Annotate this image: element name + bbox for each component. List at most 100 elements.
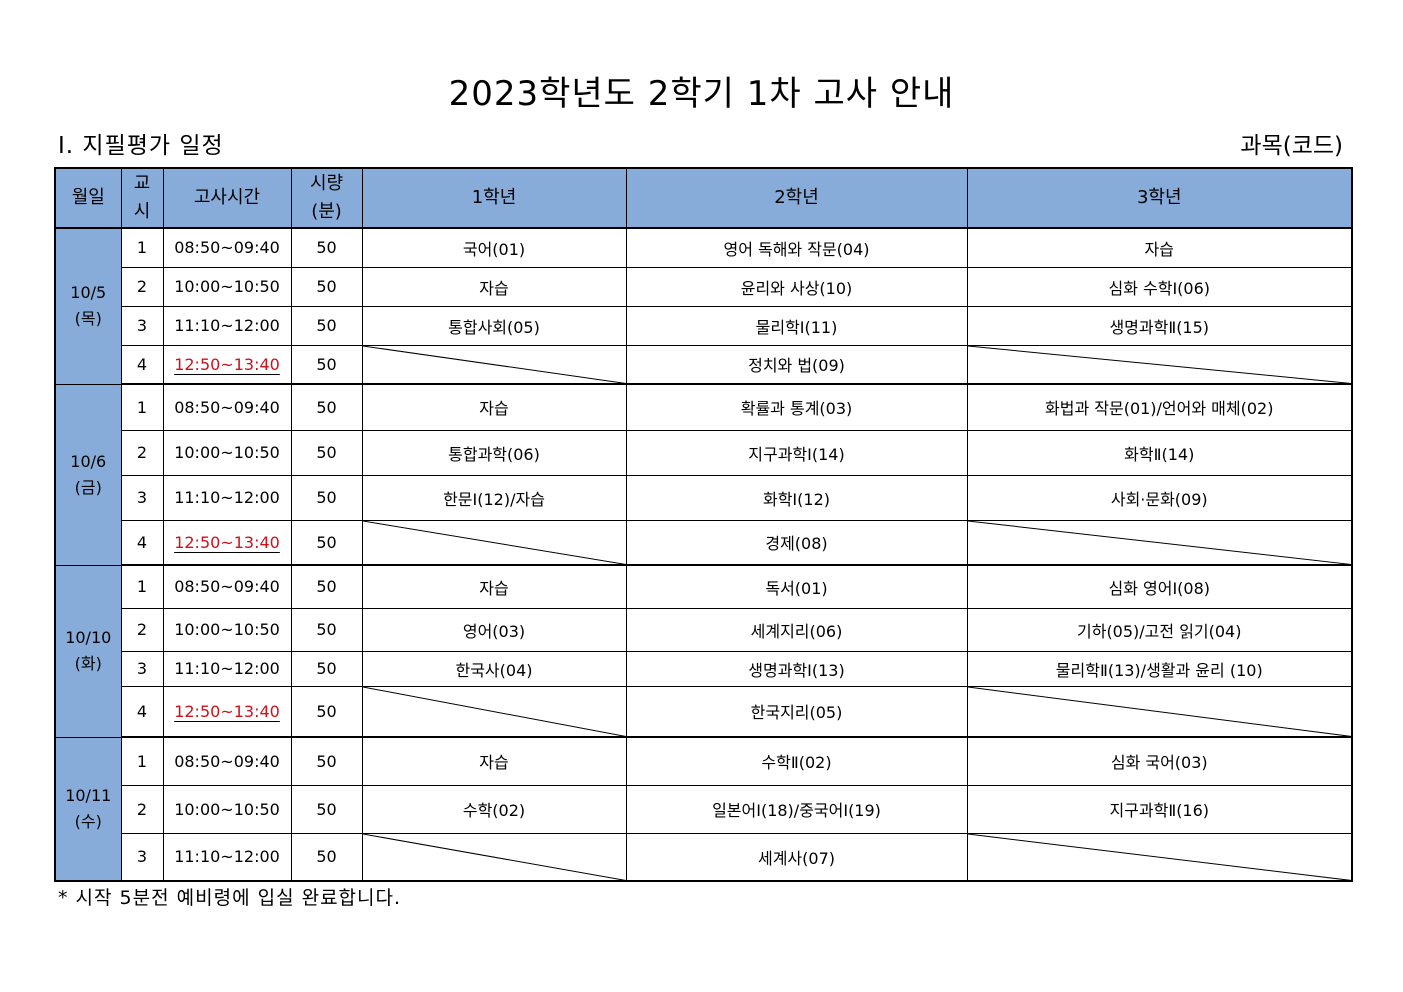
header-grade1: 1학년 (361, 167, 627, 229)
table-row: 10/6 (금) 1 08:50~09:40 50 자습 확률과 통계(03) 화법과 작문(… (54, 383, 1353, 566)
duration-cell: 50 (290, 383, 363, 431)
table-row: 2 10:00~10:50 50 영어(03) 세계지리(06) 기하(05)/고전 읽기… (55, 607, 1353, 652)
table-row: 2 10:00~10:50 50 수학(02) 일본어Ⅰ(18)/중국어Ⅰ(19) 지구과… (55, 784, 1353, 834)
table-row: 10/10 (화) 1 08:50~09:40 50 자습 독서(01) 심화 영어Ⅰ(08) (54, 564, 1353, 738)
period-cell: 1 (120, 736, 164, 786)
grade2-subject-cell: 독서(01) (625, 564, 968, 609)
diagonal-strike (363, 834, 626, 881)
period-cell: 4 (120, 344, 164, 385)
grade2-subject-cell: 화학Ⅰ(12) (625, 474, 968, 521)
period-cell: 4 (120, 685, 164, 738)
table-row: 10/11 (수) 1 08:50~09:40 50 자습 수학Ⅱ(02) 심화 국어(03) (54, 736, 1353, 882)
grade2-subject-cell: 영어 독해와 작문(04) (625, 227, 968, 268)
grade3-subject-cell: 기하(05)/고전 읽기(04) (966, 607, 1353, 652)
period-cell: 3 (120, 650, 164, 687)
period-cell: 2 (120, 607, 164, 652)
time-text: 08:50~09:40 (174, 238, 280, 258)
grade1-subject-cell: 자습 (361, 736, 627, 786)
header-time: 고사시간 (162, 167, 292, 229)
diagonal-strike (363, 687, 626, 737)
grade2-subject-cell: 한국지리(05) (625, 685, 968, 738)
time-cell: 08:50~09:40 (162, 564, 292, 609)
period-cell: 4 (120, 519, 164, 566)
grade2-subject-cell: 경제(08) (625, 519, 968, 566)
time-cell: 11:10~12:00 (162, 474, 292, 521)
duration-cell: 50 (290, 266, 363, 307)
period-cell: 3 (120, 305, 164, 346)
time-cell: 08:50~09:40 (162, 227, 292, 268)
time-cell: 11:10~12:00 (162, 650, 292, 687)
time-text: 12:50~13:40 (174, 701, 280, 721)
duration-cell: 50 (290, 305, 363, 346)
grade1-subject-cell: 자습 (361, 266, 627, 307)
duration-cell: 50 (290, 685, 363, 738)
date-cell: 10/6 (금) (54, 383, 122, 566)
grade1-subject-cell: 통합사회(05) (361, 305, 627, 346)
grade3-subject-cell: 지구과학Ⅱ(16) (966, 784, 1353, 834)
grade1-subject-cell: 수학(02) (361, 784, 627, 834)
period-cell: 3 (120, 474, 164, 521)
diagonal-strike (968, 346, 1352, 384)
time-text: 11:10~12:00 (174, 847, 280, 867)
grade2-subject-cell: 세계사(07) (625, 832, 968, 882)
diagonal-strike (968, 834, 1352, 881)
time-cell: 10:00~10:50 (162, 429, 292, 476)
time-cell: 10:00~10:50 (162, 607, 292, 652)
duration-cell: 50 (290, 784, 363, 834)
time-cell: 08:50~09:40 (162, 383, 292, 431)
grade1-subject-cell: 자습 (361, 564, 627, 609)
grade2-subject-cell: 확률과 통계(03) (625, 383, 968, 431)
grade2-subject-cell: 생명과학Ⅰ(13) (625, 650, 968, 687)
duration-cell: 50 (290, 607, 363, 652)
grade3-subject-cell: 심화 수학Ⅰ(06) (966, 266, 1353, 307)
diagonal-strike (968, 687, 1352, 737)
table-row: 3 11:10~12:00 50 한국사(04) 생명과학Ⅰ(13) 물리학Ⅱ(13)/생… (55, 650, 1353, 687)
header-date: 월일 (54, 167, 122, 229)
time-cell: 11:10~12:00 (162, 832, 292, 882)
grade2-subject-cell: 세계지리(06) (625, 607, 968, 652)
grade1-empty-cell (361, 685, 627, 738)
grade3-subject-cell: 물리학Ⅱ(13)/생활과 윤리 (10) (966, 650, 1353, 687)
duration-cell: 50 (290, 519, 363, 566)
table-row: 2 10:00~10:50 50 자습 윤리와 사상(10) 심화 수학Ⅰ(06) (55, 266, 1353, 307)
table-row: 3 11:10~12:00 50 세계사(07) (55, 832, 1353, 882)
grade2-subject-cell: 정치와 법(09) (625, 344, 968, 385)
date-cell: 10/5 (목) (54, 227, 122, 385)
header-grade2: 2학년 (625, 167, 968, 229)
diagonal-strike (363, 346, 626, 384)
grade2-subject-cell: 지구과학Ⅰ(14) (625, 429, 968, 476)
grade2-subject-cell: 일본어Ⅰ(18)/중국어Ⅰ(19) (625, 784, 968, 834)
unit-label: 과목(코드) (1240, 133, 1343, 159)
time-cell: 12:50~13:40 (162, 344, 292, 385)
diagonal-strike (968, 521, 1352, 565)
time-text: 08:50~09:40 (174, 751, 280, 771)
table-row: 4 12:50~13:40 50 한국지리(05) (55, 685, 1353, 738)
table-row: 10/5 (목) 1 08:50~09:40 50 국어(01) 영어 독해와 작문(04)… (54, 227, 1353, 385)
grade3-subject-cell: 심화 국어(03) (966, 736, 1353, 786)
duration-cell: 50 (290, 227, 363, 268)
grade1-empty-cell (361, 519, 627, 566)
grade3-empty-cell (966, 519, 1353, 566)
time-text: 10:00~10:50 (174, 799, 280, 819)
schedule-body: 10/5 (목) 1 08:50~09:40 50 국어(01) 영어 독해와 작문(04)… (54, 227, 1353, 882)
grade1-subject-cell: 통합과학(06) (361, 429, 627, 476)
grade1-empty-cell (361, 344, 627, 385)
grade3-subject-cell: 심화 영어Ⅰ(08) (966, 564, 1353, 609)
table-row: 4 12:50~13:40 50 정치와 법(09) (55, 344, 1353, 385)
time-text: 10:00~10:50 (174, 443, 280, 462)
grade3-subject-cell: 사회·문화(09) (966, 474, 1353, 521)
footnote: * 시작 5분전 예비령에 입실 완료합니다. (58, 887, 402, 909)
time-text: 08:50~09:40 (174, 577, 280, 597)
header-grade3: 3학년 (966, 167, 1353, 229)
grade2-subject-cell: 수학Ⅱ(02) (625, 736, 968, 786)
period-cell: 3 (120, 832, 164, 882)
diagonal-strike (363, 521, 626, 565)
grade3-subject-cell: 생명과학Ⅱ(15) (966, 305, 1353, 346)
duration-cell: 50 (290, 474, 363, 521)
duration-cell: 50 (290, 832, 363, 882)
time-text: 11:10~12:00 (174, 659, 280, 678)
time-text: 08:50~09:40 (174, 397, 280, 417)
time-text: 12:50~13:40 (174, 532, 280, 552)
duration-cell: 50 (290, 429, 363, 476)
